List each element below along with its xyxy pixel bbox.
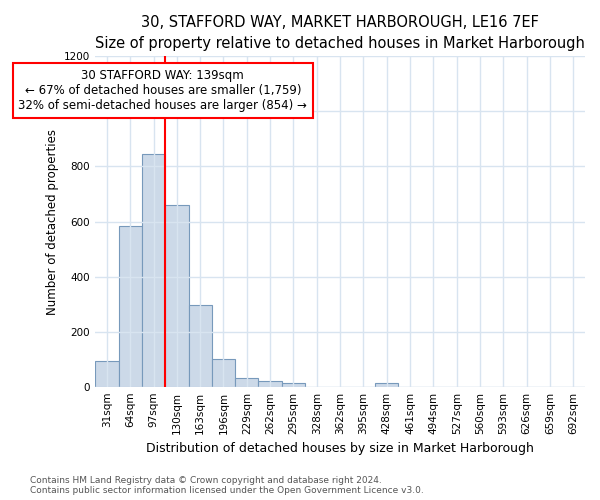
Bar [282,382,305,386]
Bar [188,306,212,386]
X-axis label: Distribution of detached houses by size in Market Harborough: Distribution of detached houses by size … [146,442,534,455]
Bar [142,154,165,386]
Bar [212,359,235,386]
Title: 30, STAFFORD WAY, MARKET HARBOROUGH, LE16 7EF
Size of property relative to detac: 30, STAFFORD WAY, MARKET HARBOROUGH, LE1… [95,15,585,51]
Bar [259,380,282,386]
Bar [375,382,398,386]
Bar [95,360,119,386]
Text: Contains HM Land Registry data © Crown copyright and database right 2024.
Contai: Contains HM Land Registry data © Crown c… [30,476,424,495]
Bar [119,226,142,386]
Bar [235,378,259,386]
Y-axis label: Number of detached properties: Number of detached properties [46,128,59,314]
Text: 30 STAFFORD WAY: 139sqm
← 67% of detached houses are smaller (1,759)
32% of semi: 30 STAFFORD WAY: 139sqm ← 67% of detache… [19,68,307,112]
Bar [165,205,188,386]
